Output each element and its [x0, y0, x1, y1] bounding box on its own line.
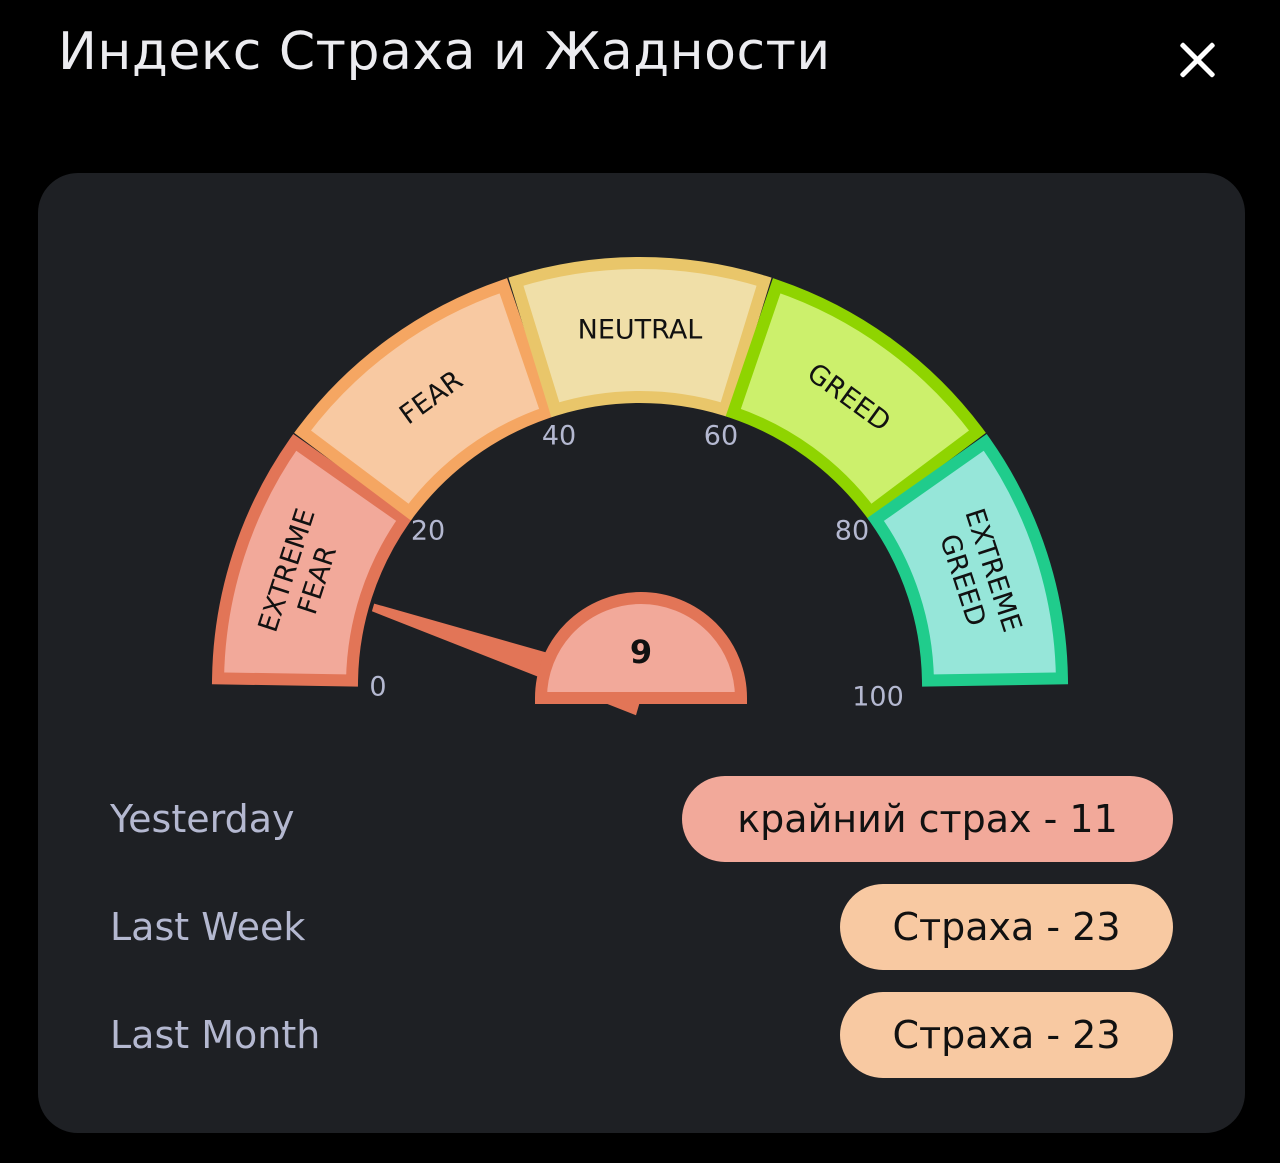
gauge-tick-label: 60 [704, 420, 738, 451]
gauge-segment-2 [508, 257, 772, 418]
gauge-tick-label: 100 [852, 682, 904, 713]
history-label-yesterday: Yesterday [110, 797, 295, 841]
gauge-segment-label: NEUTRAL [578, 315, 703, 346]
history-badge-last-month: Страха - 23 [840, 992, 1173, 1078]
gauge-segment-1 [294, 278, 555, 521]
gauge-tick-label: 40 [542, 420, 576, 451]
gauge-segment-0 [211, 433, 413, 687]
history-label-last-month: Last Month [110, 1013, 321, 1057]
history-label-last-week: Last Week [110, 905, 306, 949]
gauge-tick-label: 20 [411, 516, 445, 547]
gauge-hub [534, 592, 748, 704]
history-badge-last-week: Страха - 23 [840, 884, 1173, 970]
page-title: Индекс Страха и Жадности [58, 22, 831, 82]
gauge-value: 9 [630, 633, 652, 671]
gauge-segment-4 [867, 433, 1069, 687]
gauge-tick-label: 0 [369, 672, 386, 703]
history-badge-yesterday: крайний страх - 11 [682, 776, 1173, 862]
gauge-segment-3 [725, 278, 986, 521]
gauge-tick-label: 80 [835, 516, 869, 547]
